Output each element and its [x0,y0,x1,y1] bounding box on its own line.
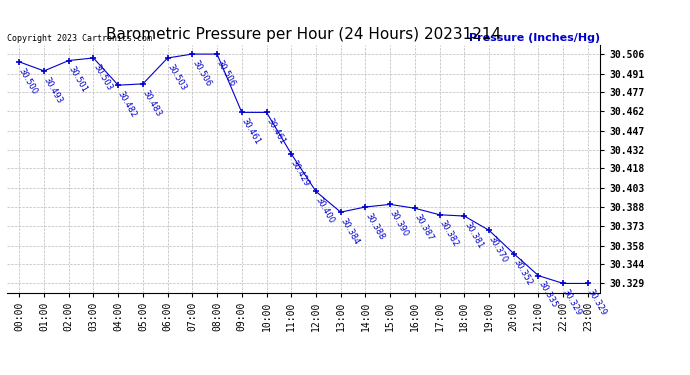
Text: 30.501: 30.501 [66,65,89,94]
Text: 30.503: 30.503 [166,62,188,92]
Text: 30.500: 30.500 [17,66,39,96]
Text: 30.387: 30.387 [413,213,435,242]
Text: 30.381: 30.381 [462,220,484,250]
Text: 30.503: 30.503 [91,62,114,92]
Text: Pressure (Inches/Hg): Pressure (Inches/Hg) [469,33,600,42]
Text: 30.370: 30.370 [487,234,509,264]
Text: 30.429: 30.429 [289,158,311,188]
Text: 30.329: 30.329 [561,288,583,317]
Text: 30.335: 30.335 [536,280,559,310]
Title: Barometric Pressure per Hour (24 Hours) 20231214: Barometric Pressure per Hour (24 Hours) … [106,27,501,42]
Text: 30.329: 30.329 [586,288,608,317]
Text: 30.506: 30.506 [190,58,213,88]
Text: 30.483: 30.483 [141,88,163,118]
Text: 30.352: 30.352 [511,258,534,288]
Text: Copyright 2023 Cartronics.com: Copyright 2023 Cartronics.com [7,33,152,42]
Text: 30.390: 30.390 [388,209,411,238]
Text: 30.384: 30.384 [339,216,361,246]
Text: 30.506: 30.506 [215,58,237,88]
Text: 30.482: 30.482 [116,89,138,119]
Text: 30.493: 30.493 [42,75,64,105]
Text: 30.388: 30.388 [363,211,386,241]
Text: 30.461: 30.461 [239,117,262,146]
Text: 30.400: 30.400 [314,196,336,225]
Text: 30.461: 30.461 [264,117,286,146]
Text: 30.382: 30.382 [437,219,460,249]
